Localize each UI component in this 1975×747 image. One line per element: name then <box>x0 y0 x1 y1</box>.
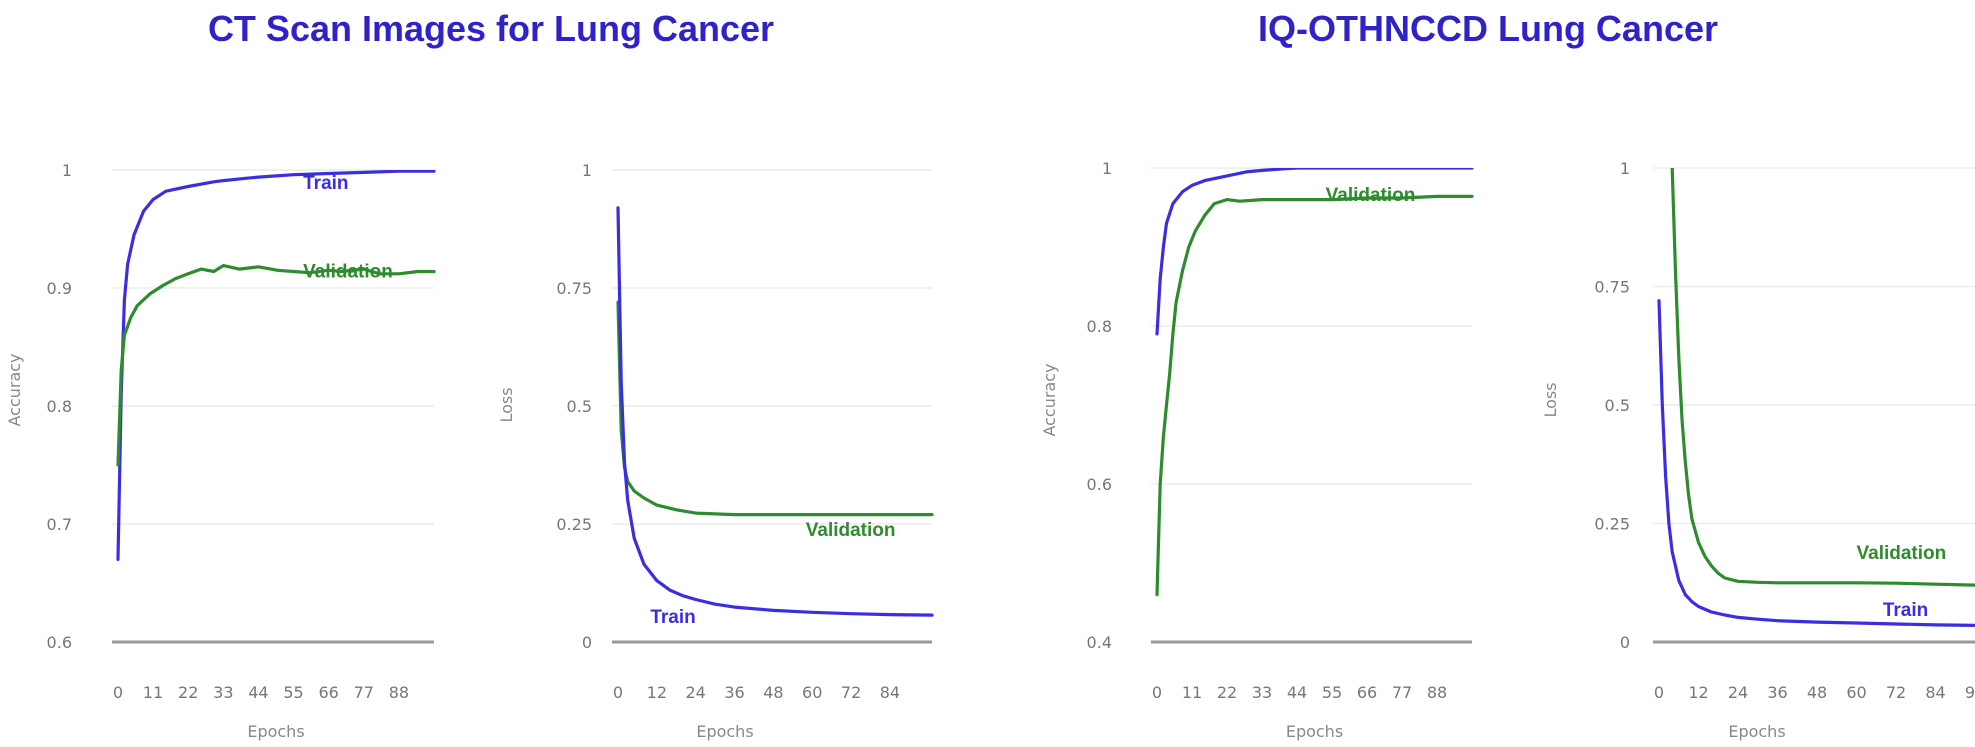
x-axis-title: Epochs <box>1728 722 1785 741</box>
x-tick-label: 48 <box>763 683 783 702</box>
x-tick-label: 11 <box>1182 683 1202 702</box>
y-axis-title: Loss <box>497 387 516 422</box>
x-tick-label: 36 <box>1767 683 1787 702</box>
y-tick-label: 0.8 <box>1087 317 1112 336</box>
y-tick-label: 0.25 <box>556 515 592 534</box>
series-line-validation <box>1155 194 1474 597</box>
y-tick-label: 1 <box>1620 159 1630 178</box>
x-tick-label: 12 <box>647 683 667 702</box>
y-tick-label: 0.6 <box>47 633 72 652</box>
x-axis-title: Epochs <box>1286 722 1343 741</box>
series-line-train <box>616 206 934 617</box>
x-tick-label: 77 <box>354 683 374 702</box>
y-tick-label: 0.6 <box>1087 475 1112 494</box>
series-label-train: Train <box>650 607 695 628</box>
x-tick-label: 12 <box>1688 683 1708 702</box>
x-tick-label: 36 <box>724 683 744 702</box>
y-axis-title: Loss <box>1541 382 1560 417</box>
x-tick-label: 24 <box>1728 683 1748 702</box>
x-tick-label: 55 <box>283 683 303 702</box>
x-tick-label: 66 <box>1357 683 1377 702</box>
x-tick-label: 24 <box>686 683 706 702</box>
series-label-validation: Validation <box>303 261 393 282</box>
series-label-train: Train <box>303 173 348 194</box>
y-tick-label: 0.25 <box>1594 515 1630 534</box>
series-line-validation <box>1670 168 1975 587</box>
x-tick-label: 22 <box>1217 683 1237 702</box>
x-tick-label: 0 <box>113 683 123 702</box>
x-tick-label: 55 <box>1322 683 1342 702</box>
y-tick-label: 1 <box>582 161 592 180</box>
x-tick-label: 44 <box>248 683 268 702</box>
series-label-train: Train <box>1883 600 1928 621</box>
x-tick-label: 60 <box>802 683 822 702</box>
y-tick-label: 0.4 <box>1087 633 1112 652</box>
y-tick-label: 0.9 <box>47 279 72 298</box>
y-tick-label: 1 <box>1102 159 1112 178</box>
x-tick-label: 88 <box>389 683 409 702</box>
series-line-train <box>116 170 436 562</box>
x-tick-label: 72 <box>1886 683 1906 702</box>
x-tick-label: 96 <box>1965 683 1975 702</box>
x-axis-title: Epochs <box>696 722 753 741</box>
x-tick-label: 44 <box>1287 683 1307 702</box>
x-tick-label: 0 <box>613 683 623 702</box>
series-line-train <box>1657 299 1975 628</box>
x-tick-label: 11 <box>143 683 163 702</box>
x-tick-label: 0 <box>1654 683 1664 702</box>
y-tick-label: 0.7 <box>47 515 72 534</box>
y-tick-label: 0.5 <box>1605 396 1630 415</box>
x-tick-label: 77 <box>1392 683 1412 702</box>
y-tick-label: 0.8 <box>47 397 72 416</box>
y-tick-label: 0.75 <box>556 279 592 298</box>
chart-group-title-ct-scan: CT Scan Images for Lung Cancer <box>207 8 775 49</box>
y-tick-label: 0 <box>582 633 592 652</box>
x-tick-label: 22 <box>178 683 198 702</box>
x-tick-label: 33 <box>213 683 233 702</box>
x-tick-label: 84 <box>880 683 900 702</box>
y-axis-title: Accuracy <box>1040 363 1059 436</box>
x-tick-label: 66 <box>318 683 338 702</box>
x-tick-label: 48 <box>1807 683 1827 702</box>
series-label-validation: Validation <box>806 520 896 541</box>
series-line-validation <box>616 300 934 517</box>
x-tick-label: 33 <box>1252 683 1272 702</box>
x-tick-label: 88 <box>1427 683 1447 702</box>
chart-group-title-iq-othnccd: IQ-OTHNCCD Lung Cancer <box>1257 8 1719 49</box>
y-tick-label: 0.75 <box>1594 278 1630 297</box>
series-line-train <box>1155 168 1474 336</box>
series-label-validation: Validation <box>1857 543 1947 564</box>
series-label-validation: Validation <box>1326 185 1416 206</box>
x-tick-label: 60 <box>1846 683 1866 702</box>
y-axis-title: Accuracy <box>5 353 24 426</box>
x-tick-label: 72 <box>841 683 861 702</box>
y-tick-label: 1 <box>62 161 72 180</box>
y-tick-label: 0.5 <box>567 397 592 416</box>
x-axis-title: Epochs <box>247 722 304 741</box>
x-tick-label: 84 <box>1925 683 1945 702</box>
y-tick-label: 0 <box>1620 633 1630 652</box>
x-tick-label: 0 <box>1152 683 1162 702</box>
series-line-validation <box>116 264 436 467</box>
